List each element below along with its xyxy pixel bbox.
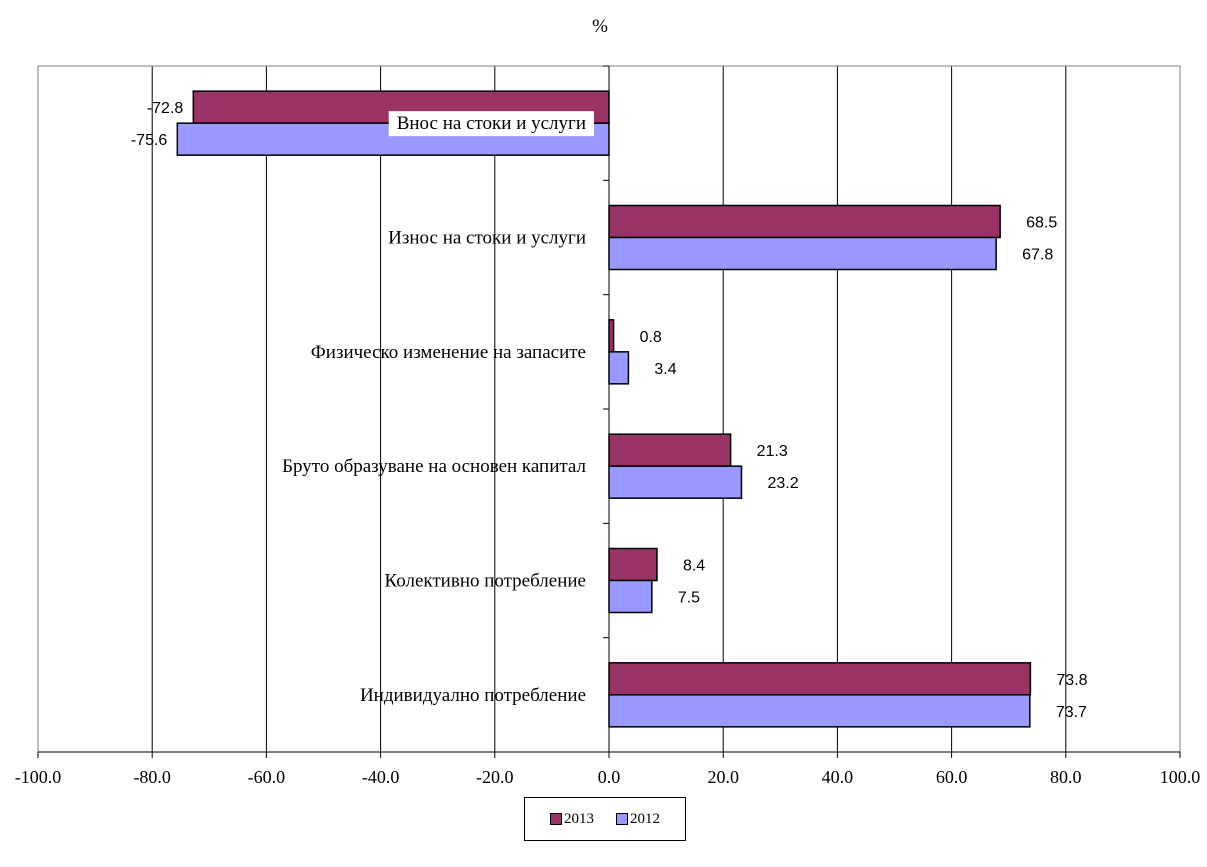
legend-swatch-2013	[550, 813, 562, 825]
bar-2013	[608, 204, 1001, 239]
data-label-2013: 73.8	[1056, 672, 1087, 689]
legend-item-2012: 2012	[616, 811, 660, 828]
x-tick-label: 60.0	[936, 767, 968, 787]
x-tick-label: 0.0	[598, 767, 621, 787]
data-label-2012: -75.6	[131, 132, 168, 149]
bar-2012	[608, 465, 743, 499]
legend: 2013 2012	[524, 797, 686, 841]
data-label-2012: 3.4	[654, 361, 676, 378]
category-label: Физическо изменение на запасите	[311, 342, 586, 363]
data-label-2012: 73.7	[1056, 704, 1087, 721]
category-label: Колективно потребление	[385, 571, 587, 592]
bar-2013	[608, 433, 732, 467]
data-label-2013: -72.8	[147, 100, 184, 117]
data-label-2013: 21.3	[757, 443, 788, 460]
bar-2013	[608, 547, 658, 582]
data-label-2013: 0.8	[640, 329, 662, 346]
x-tick-labels: -100.0 -80.0 -60.0 -40.0 -20.0 0.0 20.0 40.0 60.…	[15, 767, 1201, 787]
axes	[37, 65, 1181, 758]
bar-2013	[608, 662, 1032, 696]
bar-2012	[608, 351, 630, 385]
bar-2012	[608, 579, 653, 614]
data-label-2013: 68.5	[1026, 215, 1057, 232]
unit-label: %	[592, 16, 608, 37]
x-tick-label: -60.0	[248, 767, 286, 787]
category-label: Бруто образуване на основен капитал	[282, 456, 586, 477]
x-tick-label: -80.0	[133, 767, 171, 787]
bars	[176, 90, 1032, 728]
category-labels: Внос на стоки и услуги Износ на стоки и у…	[282, 111, 594, 706]
legend-swatch-2012	[616, 813, 628, 825]
x-tick-label: 20.0	[707, 767, 739, 787]
data-labels: -72.8 -75.6 68.5 67.8 0.8 3.4 21.3 23.2 8.4 7.5 73…	[131, 100, 1088, 721]
category-label: Внос на стоки и услуги	[397, 113, 586, 134]
legend-item-2013: 2013	[550, 811, 594, 828]
bar-2012	[608, 694, 1031, 728]
x-tick-label: 80.0	[1050, 767, 1082, 787]
data-label-2012: 7.5	[678, 590, 700, 607]
category-label: Индивидуално потребление	[360, 685, 586, 706]
x-tick-label: -20.0	[476, 767, 514, 787]
data-label-2013: 8.4	[683, 558, 705, 575]
category-label: Износ на стоки и услуги	[388, 228, 586, 249]
x-tick-label: -40.0	[362, 767, 400, 787]
data-label-2012: 23.2	[767, 475, 798, 492]
legend-label-2013: 2013	[564, 810, 594, 827]
legend-label-2012: 2012	[630, 810, 660, 827]
x-tick-label: 40.0	[822, 767, 854, 787]
x-tick-label: 100.0	[1160, 767, 1201, 787]
category-label-background	[388, 111, 594, 137]
bar-2012	[608, 236, 997, 271]
bar-2013	[608, 319, 615, 353]
data-label-2012: 67.8	[1022, 247, 1053, 264]
x-tick-label: -100.0	[15, 767, 62, 787]
